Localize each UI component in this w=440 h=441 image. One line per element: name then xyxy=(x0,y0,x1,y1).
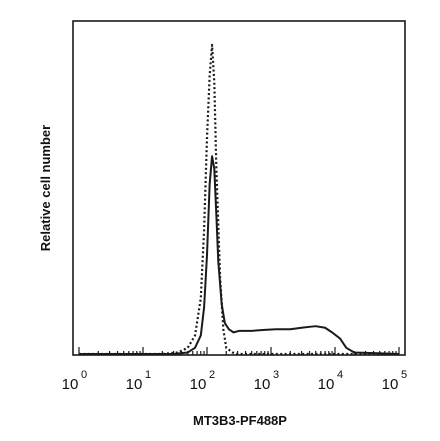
x-axis-label: MT3B3-PF488P xyxy=(193,413,287,428)
x-tick-label-exponent-2: 2 xyxy=(209,369,215,381)
x-tick-label-exponent-1: 1 xyxy=(145,369,151,381)
x-tick-label-exponent-4: 4 xyxy=(337,369,343,381)
x-tick-label-3: 10 xyxy=(254,376,271,393)
series-layer xyxy=(79,43,400,356)
x-tick-label-2: 10 xyxy=(190,376,207,393)
plot-frame xyxy=(72,20,406,356)
x-tick-label-exponent-5: 5 xyxy=(401,369,407,381)
x-tick-label-exponent-3: 3 xyxy=(273,369,279,381)
x-tick-label-4: 10 xyxy=(318,376,335,393)
x-tick-label-0: 10 xyxy=(62,376,79,393)
x-tick-label-exponent-0: 0 xyxy=(81,369,87,381)
y-axis-label: Relative cell number xyxy=(38,125,53,251)
series-dotted-curve xyxy=(79,43,399,356)
x-tick-label-5: 10 xyxy=(382,376,399,393)
x-tick-label-1: 10 xyxy=(126,376,143,393)
series-solid-curve xyxy=(79,155,400,355)
